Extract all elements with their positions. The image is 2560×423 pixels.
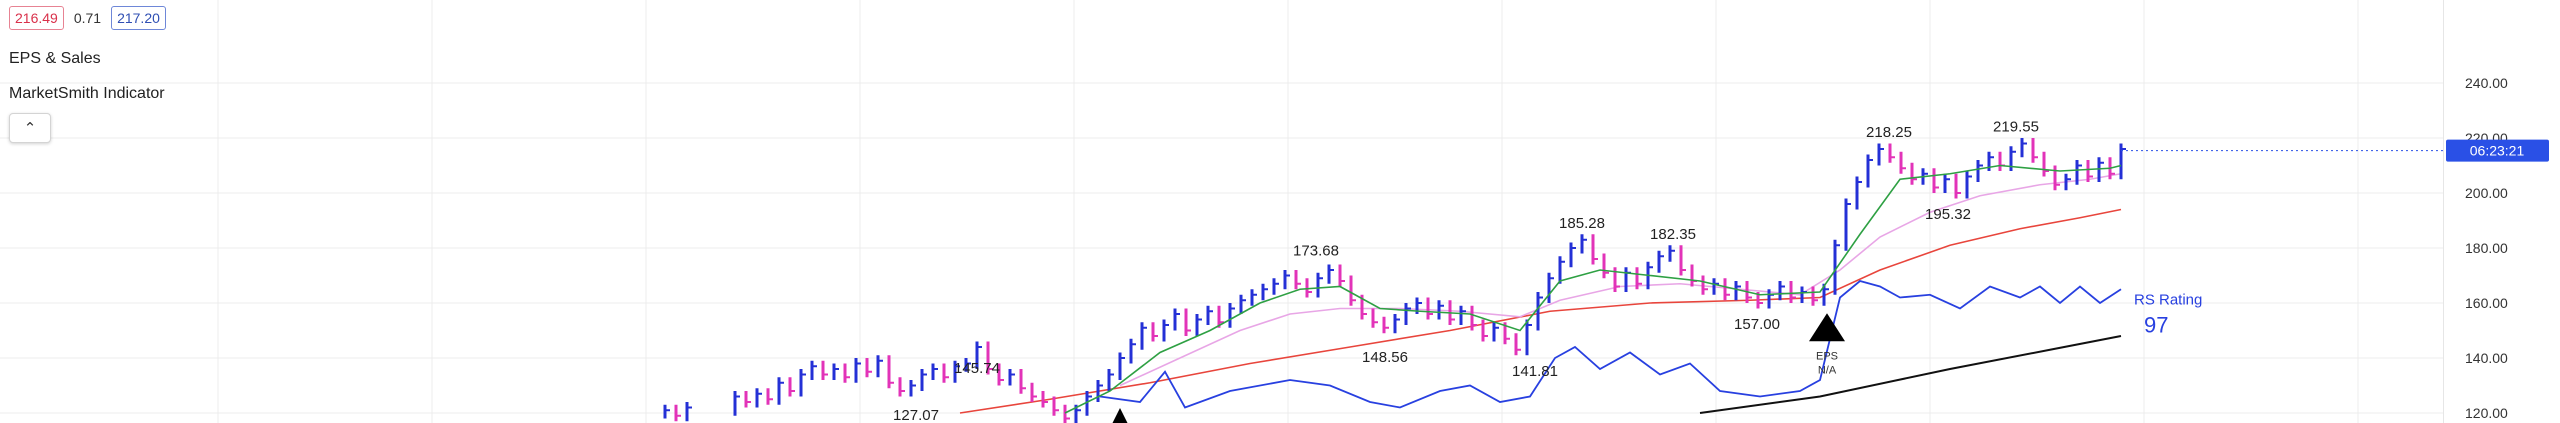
rs-line [1099, 280, 2122, 409]
price-label: 127.07 [893, 407, 939, 423]
ma-slow-line [959, 208, 2122, 414]
eps-marker-label: EPS [1816, 350, 1838, 362]
chevron-up-icon: ⌃ [23, 119, 37, 137]
price-label: 218.25 [1866, 124, 1912, 141]
price-label: 173.68 [1293, 242, 1339, 259]
price-label: 145.74 [954, 360, 1000, 377]
y-tick-label: 180.00 [2465, 240, 2508, 256]
price-label: 219.55 [1993, 119, 2039, 136]
ma-mid-line [1119, 172, 2122, 387]
price-label: 195.32 [1925, 206, 1971, 223]
price-label: 148.56 [1362, 349, 1408, 366]
price-high-box: 217.20 [111, 6, 166, 30]
ohlc-legend: 216.49 0.71 217.20 [9, 6, 166, 30]
price-change: 0.71 [73, 10, 102, 26]
price-low-box: 216.49 [9, 6, 64, 30]
rs-rating-label: RS Rating [2134, 291, 2202, 308]
eps-marker-icon [1112, 408, 1128, 423]
rs-rating-value: 97 [2144, 312, 2168, 337]
price-label: 141.81 [1512, 363, 1558, 380]
collapse-indicators-button[interactable]: ⌃ [9, 113, 51, 143]
rs-rating-line [1699, 335, 2122, 414]
indicator-marketsmith[interactable]: MarketSmith Indicator [9, 85, 165, 102]
price-label: 157.00 [1734, 316, 1780, 333]
y-tick-label: 200.00 [2465, 185, 2508, 201]
eps-marker-icon [1809, 313, 1845, 342]
y-tick-label: 160.00 [2465, 295, 2508, 311]
price-label: 185.28 [1559, 215, 1605, 232]
ma-fast-line [1064, 164, 2122, 414]
indicator-eps-sales[interactable]: EPS & Sales [9, 50, 101, 67]
current-time-tag [2446, 139, 2549, 162]
y-tick-label: 240.00 [2465, 75, 2508, 91]
price-label: 182.35 [1650, 226, 1696, 243]
price-axis-separator [2443, 0, 2444, 423]
y-tick-label: 140.00 [2465, 350, 2508, 366]
eps-marker-value: N/A [1818, 364, 1837, 376]
current-time-label: 06:23:21 [2470, 143, 2525, 159]
y-tick-label: 120.00 [2465, 405, 2508, 421]
